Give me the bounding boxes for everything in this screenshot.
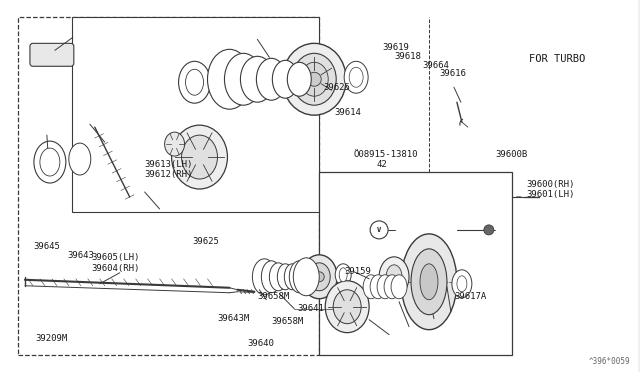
Text: 39640: 39640 [248,339,275,348]
Ellipse shape [363,275,379,299]
Ellipse shape [420,264,438,300]
Text: 39600B: 39600B [496,150,528,158]
Ellipse shape [282,44,346,115]
Circle shape [484,225,494,235]
Ellipse shape [241,56,275,102]
Ellipse shape [292,53,336,105]
Ellipse shape [300,62,328,96]
Bar [18,17,319,355]
Ellipse shape [172,125,227,189]
Ellipse shape [401,234,457,330]
Text: 39619: 39619 [382,43,409,52]
Ellipse shape [411,249,447,315]
Ellipse shape [257,58,286,100]
Text: 39618: 39618 [394,52,421,61]
Text: 39616: 39616 [439,69,466,78]
Ellipse shape [164,132,184,156]
Ellipse shape [349,67,363,87]
Text: 39600(RH): 39600(RH) [527,180,575,189]
Ellipse shape [261,261,282,293]
Text: FOR TURBO: FOR TURBO [529,54,585,64]
Ellipse shape [273,60,298,98]
Text: V: V [377,227,381,233]
Ellipse shape [179,61,211,103]
Ellipse shape [252,259,276,295]
Ellipse shape [293,258,319,296]
Ellipse shape [452,270,472,298]
Ellipse shape [333,290,361,324]
Ellipse shape [207,49,252,109]
Ellipse shape [301,255,337,299]
Text: 39605(LH): 39605(LH) [92,253,140,262]
Ellipse shape [34,141,66,183]
Bar [72,17,319,212]
Circle shape [314,272,324,282]
Text: 39601(LH): 39601(LH) [527,190,575,199]
Text: 39625: 39625 [193,237,220,246]
Text: 39209M: 39209M [35,334,67,343]
Circle shape [370,221,388,239]
Circle shape [307,72,321,86]
Ellipse shape [325,281,369,333]
Ellipse shape [269,263,287,291]
Text: 39159: 39159 [344,267,371,276]
Ellipse shape [377,275,393,299]
Ellipse shape [69,143,91,175]
Ellipse shape [339,268,347,282]
Ellipse shape [287,62,311,96]
Bar [319,172,512,355]
Text: 39625: 39625 [323,83,350,92]
Ellipse shape [457,276,467,292]
Ellipse shape [370,275,386,299]
Ellipse shape [40,148,60,176]
Ellipse shape [225,53,262,105]
Text: 39643M: 39643M [218,314,250,323]
Ellipse shape [284,264,300,290]
Text: 39614: 39614 [334,108,361,117]
Text: 39604(RH): 39604(RH) [92,264,140,273]
Ellipse shape [308,263,330,291]
Text: 39658M: 39658M [257,292,290,301]
Text: ^396*0059: ^396*0059 [589,357,630,366]
Ellipse shape [182,135,218,179]
Text: 39641: 39641 [298,304,324,313]
Ellipse shape [344,61,368,93]
Text: 39658M: 39658M [271,317,303,326]
Text: Ö08915-13810: Ö08915-13810 [353,150,418,158]
Text: 42: 42 [376,160,387,169]
Text: 39613(LH): 39613(LH) [145,160,193,169]
FancyBboxPatch shape [30,44,74,66]
Text: 39664: 39664 [422,61,449,70]
Text: 39643: 39643 [68,251,95,260]
Ellipse shape [335,264,351,286]
Ellipse shape [391,275,407,299]
Text: 39612(RH): 39612(RH) [145,170,193,179]
Text: 39617A: 39617A [454,292,486,301]
Text: 39645: 39645 [33,242,60,251]
Ellipse shape [277,264,293,290]
Ellipse shape [289,261,309,293]
Ellipse shape [379,257,409,297]
Ellipse shape [186,69,204,95]
Ellipse shape [384,275,400,299]
Ellipse shape [386,265,402,289]
